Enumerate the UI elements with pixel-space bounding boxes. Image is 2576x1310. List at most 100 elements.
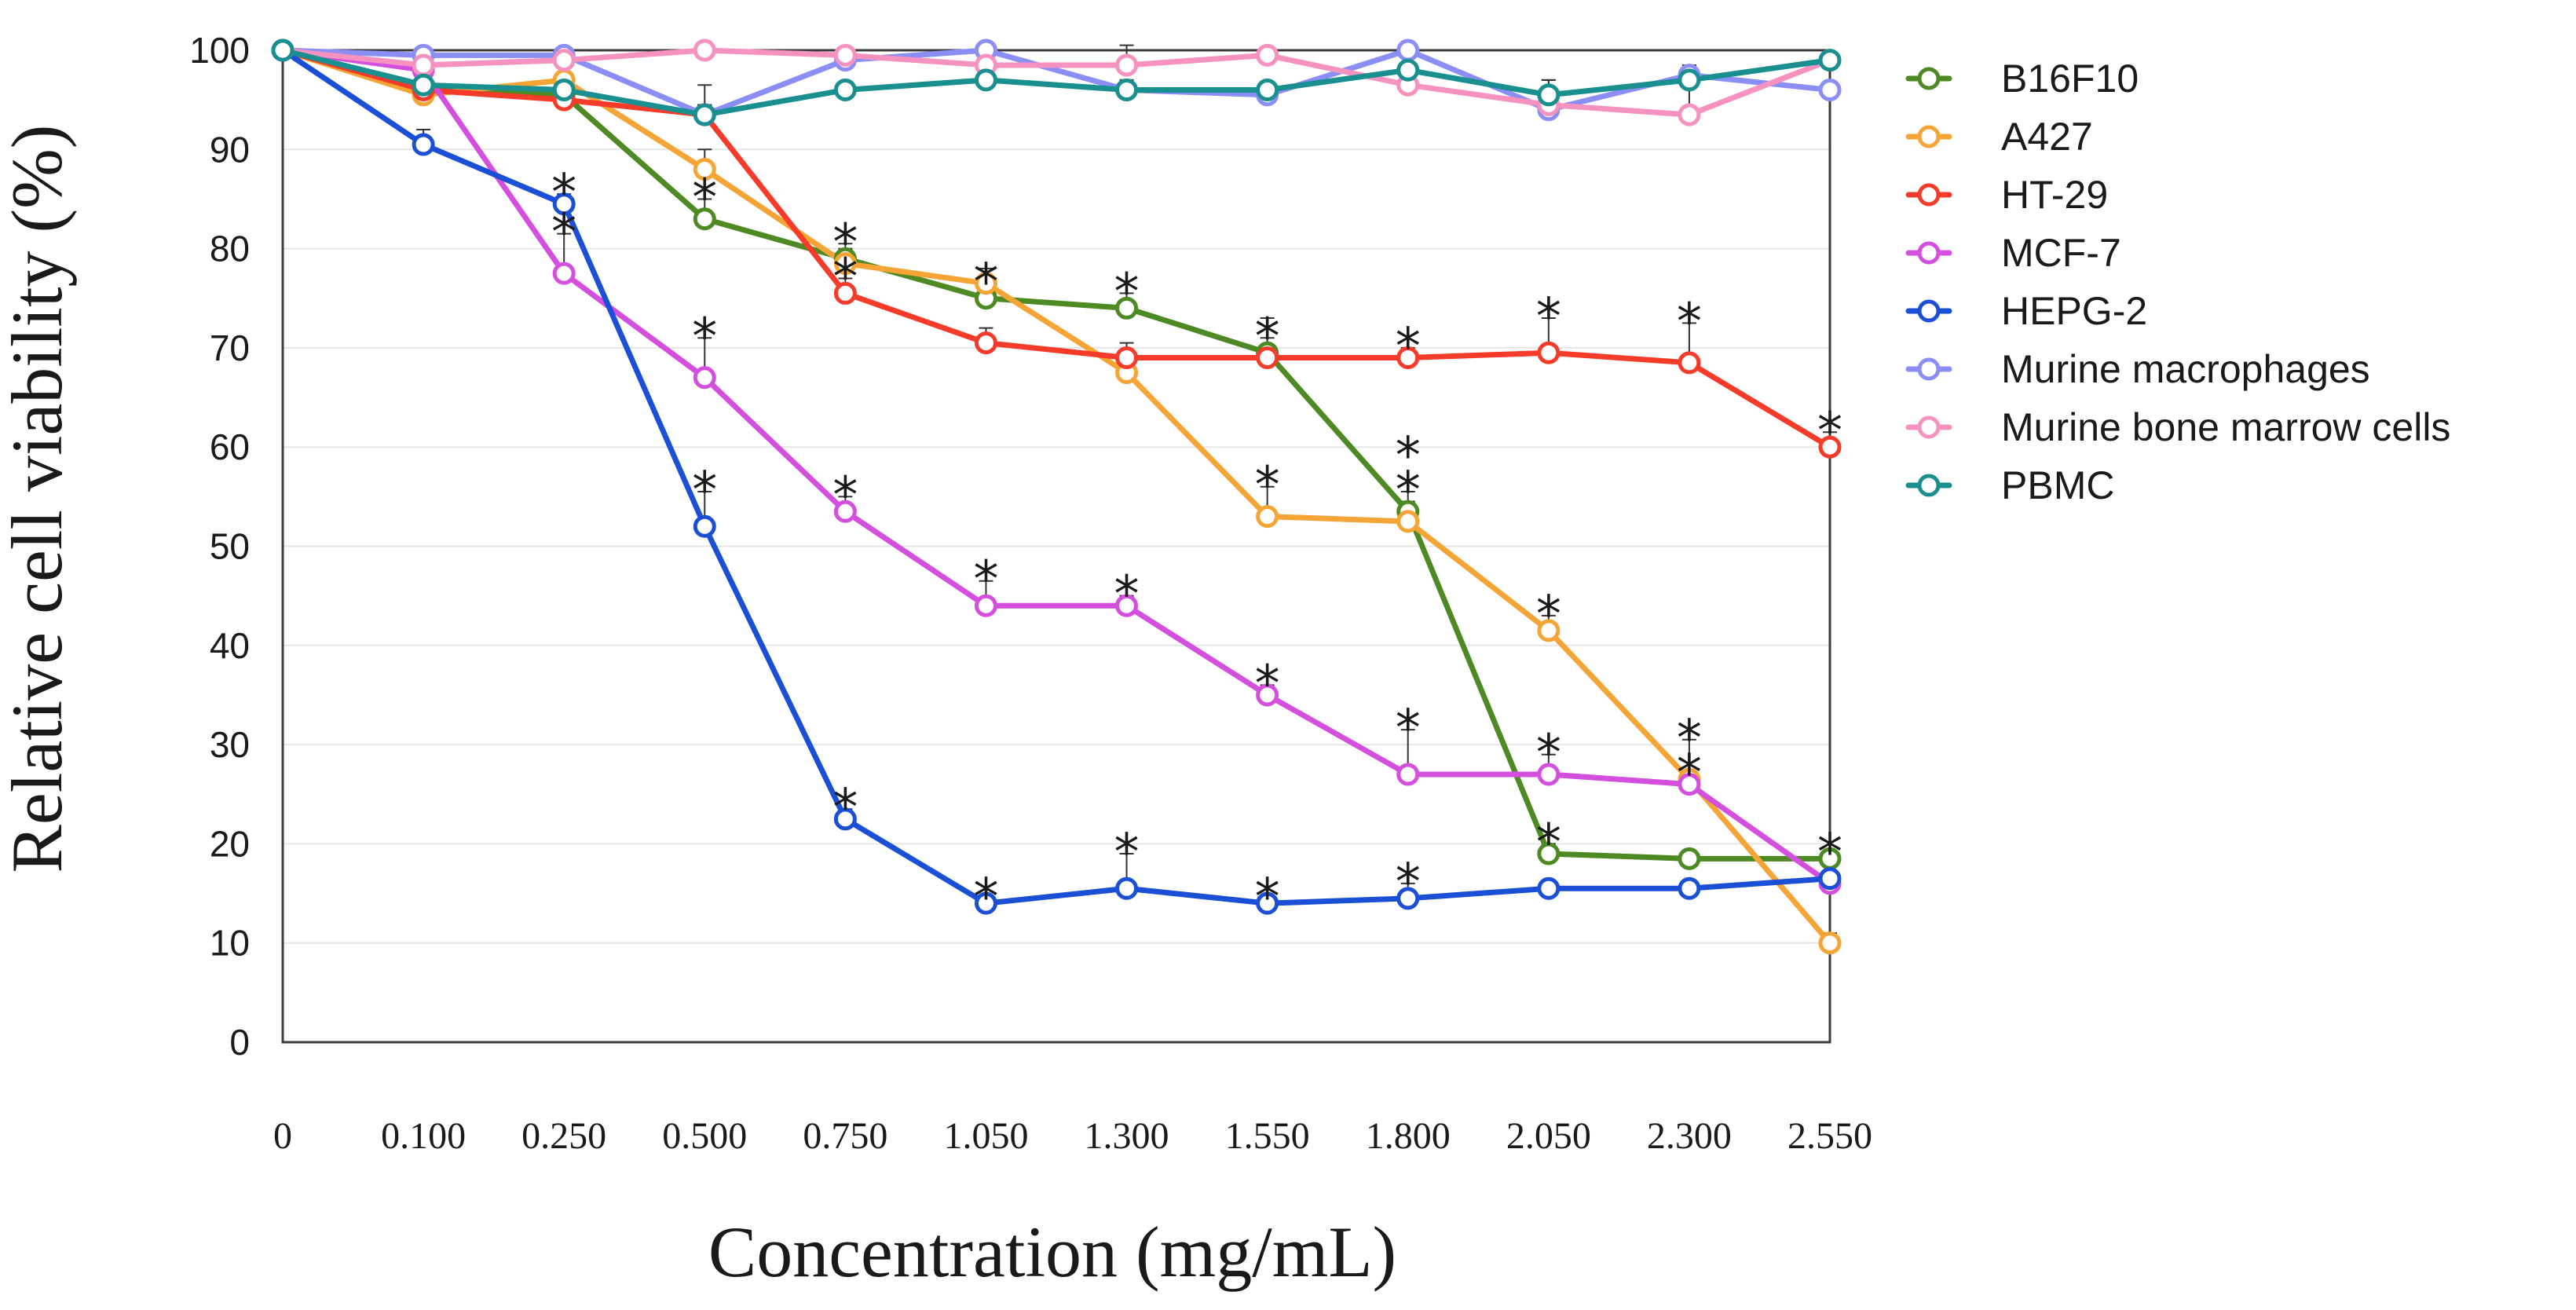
point-pbmc-4 [833, 79, 857, 102]
point-murine-bone-marrow-cells-7 [1256, 43, 1279, 67]
legend-label-murine-macrophages: Murine macrophages [2001, 347, 2370, 391]
star-a427-9: * [1536, 586, 1561, 644]
point-hepg-2-11 [1818, 867, 1842, 891]
point-murine-bone-marrow-cells-10 [1678, 103, 1701, 126]
star-b16f10-7: * [1255, 308, 1280, 366]
series-line-mcf-7 [280, 47, 1833, 887]
star-ht-29-4: * [832, 248, 858, 306]
series-line-ht-29 [280, 47, 1833, 450]
point-hepg-2-4 [833, 807, 857, 831]
star-hepg-2-2: * [551, 164, 576, 222]
point-hepg-2-5 [974, 891, 997, 915]
x-tick-label-2.050: 2.050 [1506, 1115, 1591, 1157]
point-pbmc-5 [974, 68, 997, 92]
legend-marker-mcf-7 [1917, 241, 1941, 265]
x-tick-label-1.550: 1.550 [1225, 1115, 1310, 1157]
point-murine-bone-marrow-cells-6 [1115, 53, 1139, 77]
y-tick-label-30: 30 [210, 724, 250, 765]
point-b16f10-9 [1537, 842, 1561, 865]
point-murine-macrophages-11 [1818, 79, 1842, 102]
legend: B16F10 A427 HT-29 MCF-7 HEPG-2 Murine macroph… [1905, 57, 2450, 507]
point-ht-29-11 [1818, 435, 1842, 459]
y-tick-label-80: 80 [210, 229, 250, 269]
x-tick-label-1.800: 1.800 [1366, 1115, 1451, 1157]
point-ht-29-4 [833, 281, 857, 305]
significance-markers: *** **** ******** ****** *** * ******* * [551, 164, 1842, 927]
x-tick-label-2.550: 2.550 [1787, 1115, 1872, 1157]
point-ht-29-9 [1537, 341, 1561, 364]
point-murine-macrophages-8 [1396, 38, 1420, 62]
point-hepg-2-1 [412, 133, 435, 156]
star-a427-10: * [1677, 710, 1702, 768]
point-murine-bone-marrow-cells-2 [552, 49, 576, 72]
point-hepg-2-7 [1256, 891, 1279, 915]
y-tick-label-50: 50 [210, 526, 250, 567]
series-line-a427 [280, 47, 1833, 946]
star-b16f10-11: * [1817, 824, 1842, 882]
star-a427-8: * [1396, 427, 1421, 485]
point-mcf-7-2 [552, 262, 576, 285]
legend-marker-murine-macrophages [1917, 357, 1941, 381]
star-b16f10-3: * [692, 169, 717, 227]
y-tick-label-70: 70 [210, 328, 250, 368]
point-mcf-7-4 [833, 499, 857, 523]
point-mcf-7-9 [1537, 763, 1561, 786]
point-a427-7 [1256, 505, 1279, 529]
x-tick-label-0.500: 0.500 [662, 1115, 747, 1157]
legend-label-pbmc: PBMC [2001, 463, 2114, 507]
star-b16f10-9: * [1536, 814, 1561, 872]
legend-label-ht-29: HT-29 [2001, 173, 2108, 217]
star-mcf-7-2: * [551, 204, 576, 262]
point-b16f10-6 [1115, 296, 1139, 320]
series-lines [280, 47, 1833, 946]
star-b16f10-8: * [1396, 462, 1421, 520]
point-a427-11 [1818, 931, 1842, 955]
star-hepg-2-7: * [1255, 869, 1280, 927]
series-line-pbmc [280, 47, 1833, 118]
y-tick-label-20: 20 [210, 823, 250, 864]
series-line-hepg-2 [280, 47, 1833, 906]
point-pbmc-1 [412, 73, 435, 97]
point-a427-3 [693, 158, 716, 181]
x-axis-title: Concentration (mg/mL) [708, 1212, 1396, 1292]
y-axis-ticks: 0 10 20 30 40 50 60 70 80 90 100 [189, 30, 250, 1063]
point-pbmc-7 [1256, 79, 1279, 102]
point-ht-29-10 [1678, 351, 1701, 375]
star-hepg-2-5: * [973, 869, 998, 927]
series-line-murine-bone-marrow-cells [280, 47, 1833, 118]
point-hepg-2-9 [1537, 876, 1561, 900]
series-line-b16f10 [280, 47, 1833, 862]
point-ht-29-6 [1115, 346, 1139, 370]
y-tick-label-10: 10 [210, 923, 250, 964]
star-mcf-7-6: * [1114, 566, 1140, 624]
point-pbmc-10 [1678, 68, 1701, 92]
legend-marker-pbmc [1917, 474, 1941, 497]
point-ht-29-5 [974, 331, 997, 355]
point-a427-9 [1537, 619, 1561, 642]
point-a427-8 [1396, 510, 1420, 533]
legend-label-a427: A427 [2001, 115, 2093, 159]
point-murine-bone-marrow-cells-1 [412, 53, 435, 77]
legend-marker-murine-bone-marrow-cells [1917, 415, 1941, 439]
star-mcf-7-9: * [1536, 725, 1561, 783]
point-a427-4 [833, 252, 857, 276]
legend-label-murine-bone-marrow-cells: Murine bone marrow cells [2001, 405, 2450, 449]
legend-label-hepg-2: HEPG-2 [2001, 289, 2147, 333]
x-tick-label-0.100: 0.100 [381, 1115, 466, 1157]
point-murine-bone-marrow-cells-3 [693, 38, 716, 62]
point-a427-5 [974, 272, 997, 295]
point-mcf-7-6 [1115, 594, 1139, 617]
x-tick-label-0: 0 [273, 1115, 292, 1157]
point-pbmc-11 [1818, 49, 1842, 72]
legend-marker-b16f10 [1917, 67, 1941, 90]
star-mcf-7-8: * [1396, 700, 1421, 758]
point-b16f10-3 [693, 207, 716, 231]
star-mcf-7-4: * [832, 467, 858, 525]
point-ht-29-7 [1256, 346, 1279, 370]
point-hepg-2-10 [1678, 876, 1701, 900]
point-mcf-7-5 [974, 594, 997, 617]
point-ht-29-8 [1396, 346, 1420, 370]
x-tick-label-0.750: 0.750 [803, 1115, 887, 1157]
